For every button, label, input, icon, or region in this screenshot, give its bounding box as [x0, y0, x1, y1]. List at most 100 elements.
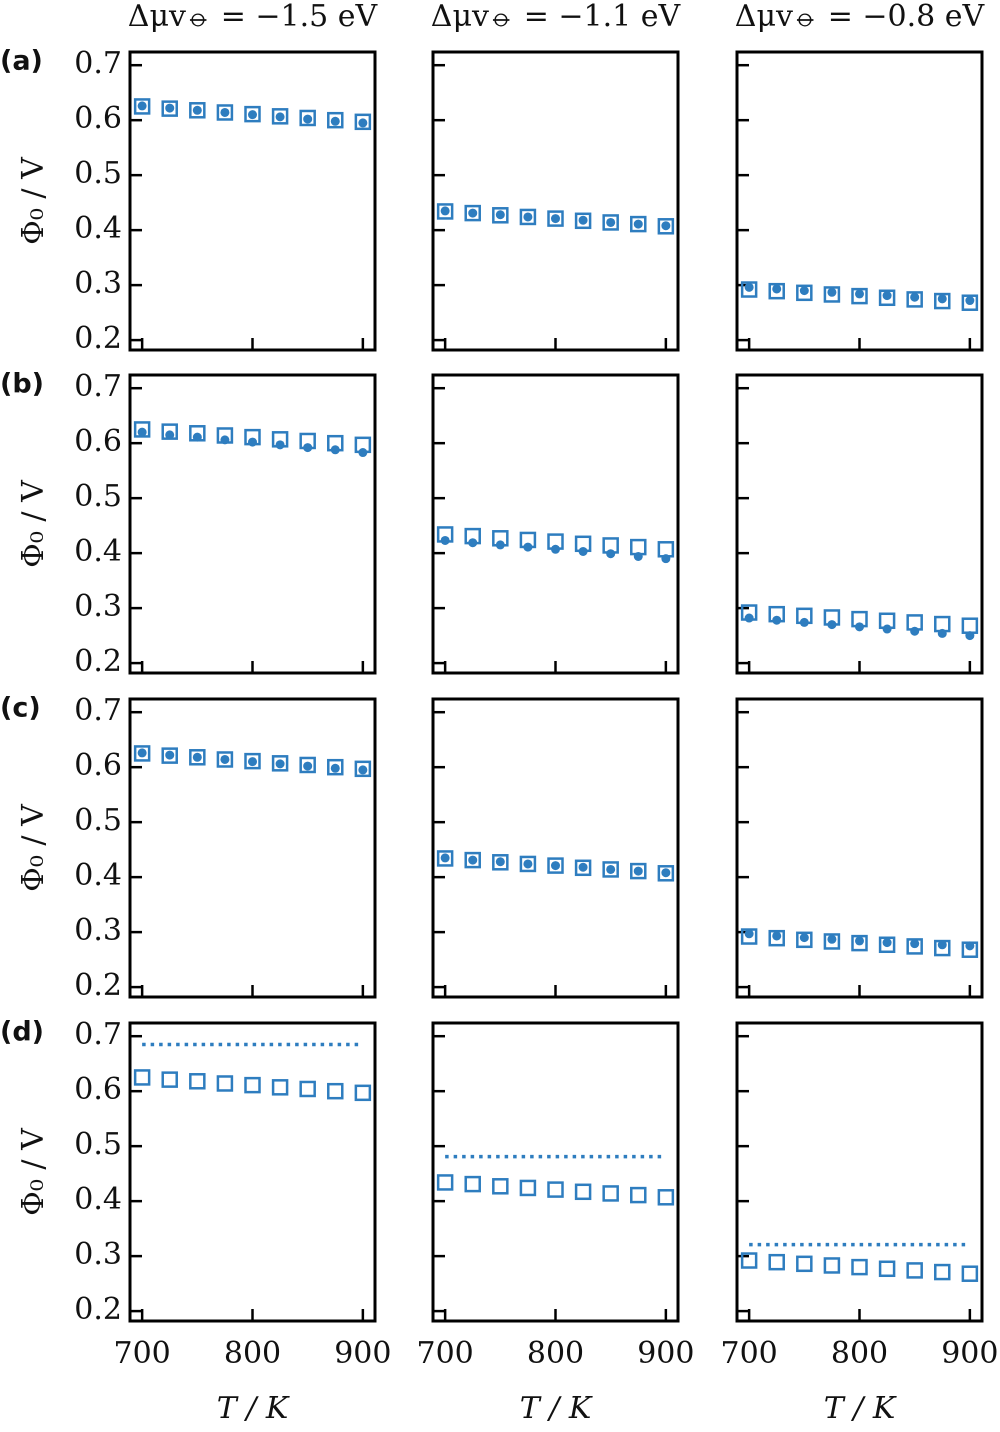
dot-marker — [468, 855, 478, 865]
dot-marker — [165, 750, 175, 760]
square-marker — [189, 1073, 206, 1090]
square-marker — [161, 747, 178, 764]
dot-marker — [882, 624, 892, 634]
dot-marker — [882, 938, 892, 948]
dot-marker — [799, 933, 809, 943]
axes-frame — [735, 373, 984, 675]
dot-marker — [303, 443, 313, 453]
dot-marker — [772, 615, 782, 625]
y-tick-label: 0.7 — [74, 693, 122, 728]
dot-marker — [165, 103, 175, 113]
square-marker — [299, 1080, 316, 1098]
y-tick-label: 0.4 — [74, 211, 122, 246]
square-marker — [574, 859, 592, 877]
square-marker — [216, 104, 234, 121]
x-tick-label: 800 — [224, 1336, 281, 1371]
square-marker — [271, 755, 289, 772]
dot-marker — [965, 631, 975, 641]
square-marker — [216, 751, 234, 768]
dot-marker — [855, 936, 864, 946]
dot-marker — [551, 214, 560, 224]
square-marker — [133, 98, 151, 115]
square-marker — [740, 281, 758, 298]
square-marker — [133, 1069, 151, 1086]
square-marker — [244, 752, 261, 770]
dot-marker — [965, 941, 975, 951]
dot-marker — [551, 544, 560, 554]
dot-marker — [495, 857, 505, 867]
dot-marker — [827, 287, 837, 297]
dot-marker — [440, 853, 450, 863]
square-marker — [189, 749, 206, 766]
dot-marker — [303, 761, 313, 771]
square-marker — [327, 111, 344, 129]
square-marker — [851, 1258, 868, 1276]
square-marker — [133, 745, 151, 762]
dot-marker — [275, 112, 285, 122]
square-marker — [906, 1262, 923, 1279]
y-tick-label: 0.6 — [74, 101, 122, 136]
square-marker — [934, 292, 951, 310]
dot-marker — [744, 929, 754, 939]
y-tick-label: 0.2 — [74, 321, 122, 356]
dot-marker — [633, 219, 643, 229]
x-axis-label: T / K — [824, 1391, 897, 1426]
dot-marker — [523, 859, 533, 869]
square-marker — [492, 207, 509, 224]
axes-frame — [431, 1021, 680, 1323]
square-marker — [878, 289, 896, 307]
y-tick-label: 0.4 — [74, 858, 122, 893]
dot-marker — [633, 866, 643, 876]
square-marker — [519, 1179, 537, 1197]
square-marker — [464, 1175, 481, 1193]
x-tick-label: 900 — [334, 1336, 391, 1371]
dot-marker — [192, 105, 202, 115]
axes-frame — [431, 697, 680, 999]
x-tick-label: 700 — [721, 1336, 778, 1371]
square-marker — [216, 1075, 234, 1092]
x-tick-label: 900 — [637, 1336, 694, 1371]
dot-marker — [799, 286, 809, 296]
dot-marker — [965, 296, 975, 306]
dot-marker — [358, 448, 368, 458]
dot-marker — [772, 931, 782, 941]
dot-marker — [468, 208, 478, 218]
y-tick-label: 0.5 — [74, 803, 122, 838]
axes-frame — [735, 50, 984, 352]
square-marker — [657, 865, 675, 882]
square-marker — [602, 214, 619, 231]
dot-marker — [661, 554, 671, 564]
axes-frame — [735, 697, 984, 999]
square-marker — [519, 855, 537, 873]
square-marker — [768, 282, 785, 300]
dot-marker — [440, 206, 450, 216]
square-marker — [189, 102, 206, 119]
dot-marker — [661, 221, 671, 231]
axes-frame — [431, 373, 680, 675]
y-tick-label: 0.4 — [74, 534, 122, 569]
dot-marker — [578, 215, 588, 225]
square-marker — [354, 760, 372, 778]
square-marker — [161, 1071, 178, 1088]
y-tick-label: 0.6 — [74, 1072, 122, 1107]
dot-marker — [165, 430, 175, 440]
square-marker — [271, 1079, 289, 1096]
dot-marker — [606, 217, 616, 227]
y-tick-label: 0.7 — [74, 1017, 122, 1052]
x-axis-label: T / K — [520, 1391, 593, 1426]
square-marker — [354, 113, 372, 131]
square-marker — [492, 854, 509, 871]
dot-marker — [772, 284, 782, 294]
x-tick-label: 700 — [417, 1336, 474, 1371]
dot-marker — [248, 437, 257, 447]
square-marker — [299, 109, 316, 127]
y-tick-label: 0.2 — [74, 968, 122, 1003]
square-marker — [630, 1186, 647, 1204]
dot-marker — [855, 622, 864, 632]
square-marker — [464, 851, 481, 869]
dot-marker — [937, 628, 947, 638]
column-title: Δμv⦵ = −1.1 eV — [431, 0, 682, 34]
dot-marker — [248, 757, 257, 767]
y-axis-label: Φ₀ / V — [16, 479, 51, 568]
